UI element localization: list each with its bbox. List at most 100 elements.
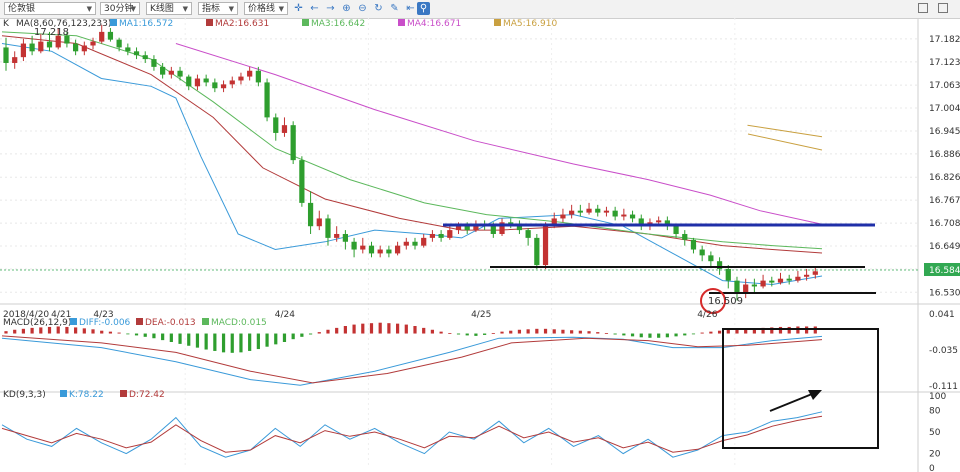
candle-body xyxy=(342,233,348,242)
macd-hist-bar xyxy=(691,333,696,335)
candle-body xyxy=(168,70,174,75)
candle-body xyxy=(586,208,592,213)
candle-body xyxy=(142,55,148,60)
arrow-left-icon[interactable]: ← xyxy=(310,3,319,14)
candle-body xyxy=(377,249,383,254)
maximize-icon[interactable] xyxy=(938,3,948,13)
candle-body xyxy=(73,43,79,52)
legend-item-ma2: MA2:16.631 xyxy=(215,19,269,29)
macd-hist-bar xyxy=(204,333,208,350)
macd-hist-bar xyxy=(169,333,173,342)
legend-swatch xyxy=(494,19,501,26)
macd-hist-bar xyxy=(91,329,95,334)
macd-hist-bar xyxy=(195,333,200,348)
candle-body xyxy=(290,125,296,161)
candle-body xyxy=(699,249,705,256)
arrow-right-icon[interactable]: → xyxy=(326,3,335,14)
macd-hist-bar xyxy=(413,326,417,334)
legend-swatch xyxy=(70,318,77,325)
price-line-select-value: 价格线 xyxy=(248,4,276,14)
candle-body xyxy=(525,230,531,238)
macd-hist-bar xyxy=(700,332,704,334)
candle-body xyxy=(325,218,331,238)
macd-histogram xyxy=(4,322,817,353)
candle-body xyxy=(81,45,87,52)
macd-hist-bar xyxy=(74,327,78,334)
macd-hist-bar xyxy=(387,323,391,334)
legend-swatch xyxy=(120,390,127,397)
macd-hist-bar xyxy=(30,327,34,334)
macd-hist-bar xyxy=(56,326,60,334)
macd-legend-diff: DIFF:-0.006 xyxy=(79,318,131,328)
low-price-label: 16.509 xyxy=(708,296,743,307)
crosshair-icon[interactable]: ✛ xyxy=(294,3,303,14)
candle-body xyxy=(229,80,235,85)
kd-axis-label: 50 xyxy=(929,428,941,438)
candle-body xyxy=(603,210,610,213)
period-select[interactable]: 30分钟 ▼ xyxy=(100,2,140,15)
macd-hist-bar xyxy=(187,333,191,346)
macd-hist-bar xyxy=(378,322,382,334)
candle-body xyxy=(760,280,766,287)
candle-body xyxy=(812,271,818,275)
refresh-icon[interactable]: ↻ xyxy=(374,3,383,14)
macd-hist-bar xyxy=(483,333,487,335)
macd-hist-bar xyxy=(13,329,17,334)
candle-body xyxy=(516,224,523,231)
price-axis-label: 16.886 xyxy=(929,150,960,160)
price-axis-label: 17.123 xyxy=(929,58,960,68)
zoom-in-icon[interactable]: ⊕ xyxy=(342,3,351,14)
candle-body xyxy=(403,241,409,246)
macd-hist-bar xyxy=(230,333,234,353)
macd-hist-bar xyxy=(491,333,495,334)
trend-arrow-head xyxy=(808,390,822,400)
candle-body xyxy=(351,241,357,250)
candle-body xyxy=(490,226,496,234)
candle-body xyxy=(264,82,270,118)
instrument-select[interactable]: 伦敦银 ▼ xyxy=(4,2,96,15)
draw-tool-icon[interactable]: ✎ xyxy=(390,3,399,14)
candle-body xyxy=(220,84,227,89)
minimize-icon[interactable] xyxy=(918,3,928,13)
indicator-select[interactable]: 指标 ▼ xyxy=(198,2,238,15)
macd-hist-bar xyxy=(439,331,443,334)
kd-k-line xyxy=(1,411,823,458)
price-line-select[interactable]: 价格线 ▼ xyxy=(244,2,288,15)
instrument-select-value: 伦敦银 xyxy=(8,4,36,14)
macd-hist-bar xyxy=(517,329,522,334)
chevron-down-icon: ▼ xyxy=(86,5,92,13)
candle-body xyxy=(734,280,740,293)
candle-body xyxy=(473,224,479,231)
ma5-segment xyxy=(747,133,823,151)
legend-swatch xyxy=(302,19,309,26)
candle-body xyxy=(360,245,366,250)
candle-body xyxy=(499,222,505,234)
ma-line-ma2 xyxy=(1,35,823,254)
candle-body xyxy=(769,280,775,283)
link-icon[interactable]: ⚲ xyxy=(417,2,430,15)
zoom-out-icon[interactable]: ⊖ xyxy=(358,3,367,14)
candlestick-chart[interactable]: K MA(8,60,76,123,233) MA1:16.572 MA2:16.6… xyxy=(0,18,960,472)
chart-grid xyxy=(0,18,960,472)
macd-hist-bar xyxy=(326,329,330,334)
candle-body xyxy=(186,76,192,87)
macd-hist-bar xyxy=(596,332,600,334)
macd-hist-bar xyxy=(282,333,287,342)
kd-label: KD(9,3,3) xyxy=(3,390,46,400)
macd-hist-bar xyxy=(47,326,52,334)
date-axis-label: 2018/4/20 xyxy=(3,310,49,320)
price-axis-label: 16.649 xyxy=(929,242,960,252)
kd-axis-label: 100 xyxy=(929,392,946,402)
candle-body xyxy=(560,214,566,219)
candle-body xyxy=(368,245,375,254)
candle-body xyxy=(107,31,114,40)
ruler-icon[interactable]: ⇤ xyxy=(406,3,415,14)
candle-body xyxy=(394,245,401,254)
candle-body xyxy=(664,220,670,227)
chart-style-select[interactable]: K线图 ▼ xyxy=(146,2,192,15)
main-legend-params: MA(8,60,76,123,233) xyxy=(16,19,111,29)
macd-hist-bar xyxy=(674,333,678,337)
macd-hist-bar xyxy=(500,331,504,334)
candle-body xyxy=(447,230,453,238)
kd-axis-label: 0 xyxy=(929,464,935,472)
